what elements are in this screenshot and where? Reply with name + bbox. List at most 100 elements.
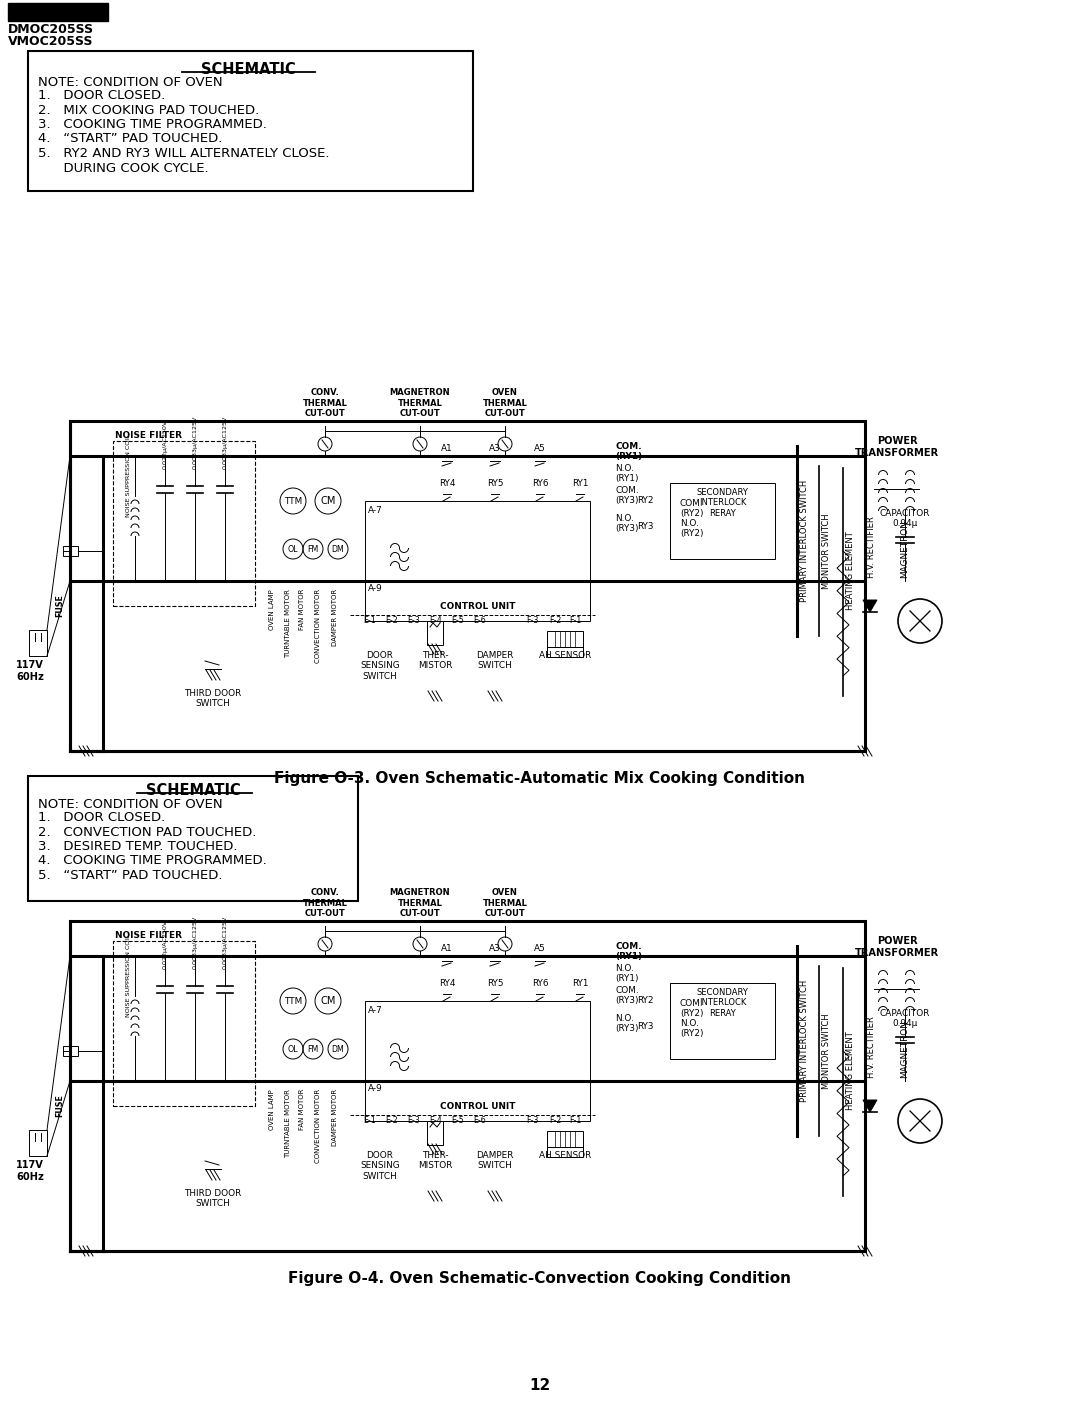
- Text: OVEN LAMP: OVEN LAMP: [269, 589, 275, 630]
- Bar: [427, 621, 443, 645]
- Text: MAGNETRON: MAGNETRON: [901, 520, 909, 578]
- Text: RY1: RY1: [571, 479, 589, 488]
- Text: COM.
(RY3): COM. (RY3): [615, 986, 638, 1005]
- Text: COM.
(RY2): COM. (RY2): [680, 499, 704, 517]
- Text: NOISE SUPPRESSION COIL: NOISE SUPPRESSION COIL: [125, 935, 131, 1017]
- Text: E-5: E-5: [451, 1116, 464, 1125]
- Text: F-2: F-2: [549, 1116, 562, 1125]
- Bar: [28, 776, 357, 901]
- Text: A1: A1: [441, 943, 453, 953]
- Text: A-7: A-7: [368, 1007, 382, 1015]
- Bar: [70, 921, 865, 1251]
- Text: FM: FM: [308, 544, 319, 554]
- Text: 0.022μ/AC250V: 0.022μ/AC250V: [162, 920, 167, 969]
- Text: 3.   COOKING TIME PROGRAMMED.: 3. COOKING TIME PROGRAMMED.: [38, 118, 267, 131]
- Text: RY1: RY1: [571, 979, 589, 988]
- Text: 0.0033μ/AC125V: 0.0033μ/AC125V: [192, 416, 198, 470]
- Text: 0.0033μ/AC125V: 0.0033μ/AC125V: [192, 915, 198, 969]
- Text: RY3: RY3: [637, 522, 653, 531]
- Text: VMOC205SS: VMOC205SS: [8, 35, 94, 48]
- Bar: [29, 630, 48, 657]
- Text: NOISE SUPPRESSION COIL: NOISE SUPPRESSION COIL: [125, 434, 131, 517]
- Bar: [113, 941, 255, 1107]
- Bar: [546, 647, 583, 657]
- Text: AH SENSOR: AH SENSOR: [539, 651, 591, 659]
- Bar: [365, 501, 590, 621]
- Text: RY2: RY2: [637, 995, 653, 1005]
- Text: MAGNETRON: MAGNETRON: [901, 1021, 909, 1078]
- Text: COM.
(RY1): COM. (RY1): [615, 942, 643, 960]
- Text: RY5: RY5: [487, 479, 503, 488]
- Text: E-5: E-5: [451, 616, 464, 626]
- Text: CONV.
THERMAL
CUT-OUT: CONV. THERMAL CUT-OUT: [302, 388, 348, 418]
- Bar: [546, 1130, 583, 1147]
- Text: E-6: E-6: [474, 1116, 486, 1125]
- Text: DAMPER
SWITCH: DAMPER SWITCH: [476, 651, 514, 671]
- Text: N.O.
(RY1): N.O. (RY1): [615, 464, 638, 484]
- Text: RY5: RY5: [487, 979, 503, 988]
- Text: Figure O-3. Oven Schematic-Automatic Mix Cooking Condition: Figure O-3. Oven Schematic-Automatic Mix…: [274, 770, 806, 786]
- Text: DOOR
SENSING
SWITCH: DOOR SENSING SWITCH: [361, 651, 400, 681]
- Text: FUSE: FUSE: [55, 1094, 65, 1118]
- Bar: [63, 546, 78, 555]
- Text: FAN MOTOR: FAN MOTOR: [299, 1090, 305, 1130]
- Text: TTM: TTM: [284, 997, 302, 1005]
- Text: RY6: RY6: [531, 979, 549, 988]
- Text: 117V
60Hz: 117V 60Hz: [16, 661, 44, 682]
- Text: CONVECTION MOTOR: CONVECTION MOTOR: [315, 589, 321, 664]
- Text: E-2: E-2: [386, 1116, 399, 1125]
- Text: DURING COOK CYCLE.: DURING COOK CYCLE.: [38, 162, 208, 174]
- Text: 1.   DOOR CLOSED.: 1. DOOR CLOSED.: [38, 89, 165, 103]
- Text: A5: A5: [535, 444, 545, 453]
- Text: OL: OL: [287, 544, 298, 554]
- Text: 3.   DESIRED TEMP. TOUCHED.: 3. DESIRED TEMP. TOUCHED.: [38, 839, 238, 853]
- Polygon shape: [863, 1099, 877, 1112]
- Text: E-3: E-3: [407, 616, 420, 626]
- Text: 0.022μ/AC250V: 0.022μ/AC250V: [162, 420, 167, 470]
- Text: A3: A3: [489, 444, 501, 453]
- Text: HEATING ELEMENT: HEATING ELEMENT: [846, 1032, 855, 1111]
- Text: NOISE FILTER: NOISE FILTER: [114, 432, 183, 440]
- Text: CM: CM: [321, 995, 336, 1007]
- Text: RY3: RY3: [637, 1022, 653, 1031]
- Text: F-1: F-1: [569, 616, 581, 626]
- Text: CONTROL UNIT: CONTROL UNIT: [440, 1102, 515, 1111]
- Text: A3: A3: [489, 943, 501, 953]
- Text: FUSE: FUSE: [55, 595, 65, 617]
- Text: MONITOR SWITCH: MONITOR SWITCH: [822, 513, 831, 589]
- Text: COM.
(RY2): COM. (RY2): [680, 998, 704, 1018]
- Text: 117V
60Hz: 117V 60Hz: [16, 1160, 44, 1182]
- Text: SECONDARY
INTERLOCK
RERAY: SECONDARY INTERLOCK RERAY: [697, 988, 748, 1018]
- Text: 1.   DOOR CLOSED.: 1. DOOR CLOSED.: [38, 811, 165, 824]
- Text: DM: DM: [332, 544, 345, 554]
- Text: H.V. RECTIFIER: H.V. RECTIFIER: [867, 516, 877, 578]
- Text: FM: FM: [308, 1045, 319, 1053]
- Text: COM.
(RY1): COM. (RY1): [615, 441, 643, 461]
- Text: THIRD DOOR
SWITCH: THIRD DOOR SWITCH: [185, 1189, 242, 1208]
- Text: E-2: E-2: [386, 616, 399, 626]
- Text: MAGNETRON
THERMAL
CUT-OUT: MAGNETRON THERMAL CUT-OUT: [390, 889, 450, 918]
- Text: POWER
TRANSFORMER: POWER TRANSFORMER: [855, 936, 940, 957]
- Text: A-7: A-7: [368, 506, 382, 515]
- Text: FAN MOTOR: FAN MOTOR: [299, 589, 305, 630]
- Bar: [546, 631, 583, 647]
- Text: N.O.
(RY1): N.O. (RY1): [615, 963, 638, 983]
- Text: RY6: RY6: [531, 479, 549, 488]
- Text: N.O.
(RY3): N.O. (RY3): [615, 1014, 638, 1033]
- Text: 0.0033μ/AC125V: 0.0033μ/AC125V: [222, 915, 228, 969]
- Text: Figure O-4. Oven Schematic-Convection Cooking Condition: Figure O-4. Oven Schematic-Convection Co…: [288, 1271, 792, 1286]
- Polygon shape: [863, 600, 877, 612]
- Text: THIRD DOOR
SWITCH: THIRD DOOR SWITCH: [185, 689, 242, 709]
- Text: OVEN
THERMAL
CUT-OUT: OVEN THERMAL CUT-OUT: [483, 388, 527, 418]
- Text: AH SENSOR: AH SENSOR: [539, 1152, 591, 1160]
- Text: TTM: TTM: [284, 496, 302, 506]
- Text: DAMPER MOTOR: DAMPER MOTOR: [332, 589, 338, 647]
- Text: CONVECTION MOTOR: CONVECTION MOTOR: [315, 1090, 321, 1163]
- Text: 2.   MIX COOKING PAD TOUCHED.: 2. MIX COOKING PAD TOUCHED.: [38, 104, 259, 117]
- Text: E-1: E-1: [364, 1116, 376, 1125]
- Text: NOTE: CONDITION OF OVEN: NOTE: CONDITION OF OVEN: [38, 76, 222, 89]
- Text: MONITOR SWITCH: MONITOR SWITCH: [822, 1014, 831, 1088]
- Bar: [546, 1147, 583, 1157]
- Bar: [113, 441, 255, 606]
- Text: 5.   “START” PAD TOUCHED.: 5. “START” PAD TOUCHED.: [38, 869, 222, 882]
